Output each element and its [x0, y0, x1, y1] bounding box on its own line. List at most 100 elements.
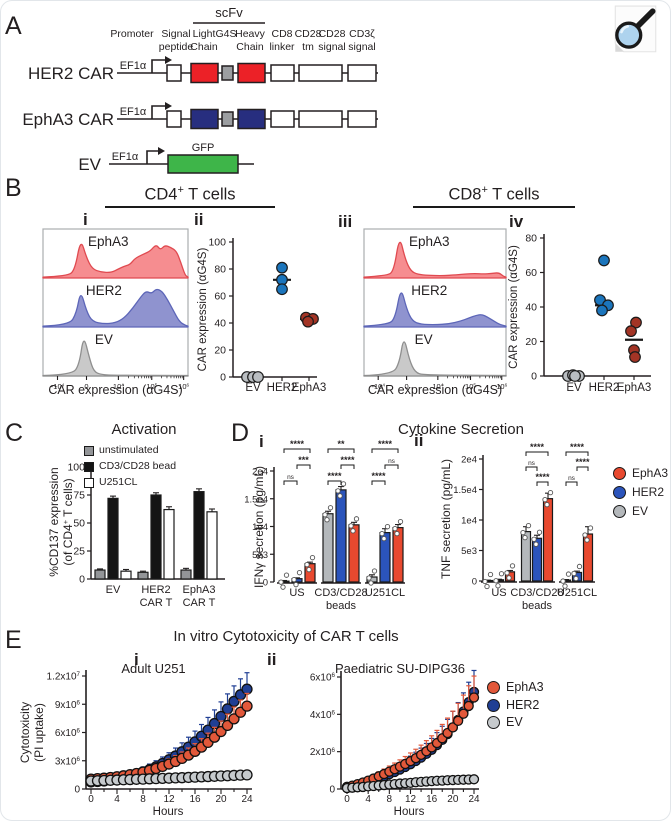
svg-text:80: 80	[214, 264, 226, 276]
svg-text:US: US	[289, 587, 304, 599]
svg-text:Promoter: Promoter	[110, 28, 154, 40]
numeral-d-ii: ii	[414, 431, 424, 450]
svg-text:ns: ns	[287, 474, 295, 481]
svg-text:EphA3 CAR: EphA3 CAR	[22, 110, 114, 129]
legend-label: unstimulated	[99, 444, 159, 456]
svg-text:104: 104	[113, 382, 124, 391]
numeral-b-iv: iv	[509, 212, 524, 231]
svg-text:100: 100	[208, 237, 226, 249]
svg-text:CD3ζ: CD3ζ	[349, 28, 375, 40]
svg-text:****: ****	[327, 471, 342, 481]
svg-text:CD3/CD28: CD3/CD28	[510, 587, 563, 599]
legend-label: EV	[632, 504, 649, 519]
svg-text:CAR T: CAR T	[183, 597, 216, 609]
svg-text:scFv: scFv	[215, 5, 243, 20]
svg-text:****: ****	[535, 472, 550, 482]
svg-text:CAR expression (αG4S): CAR expression (αG4S)	[508, 245, 520, 369]
svg-text:-104: -104	[51, 382, 65, 391]
svg-text:***: ***	[298, 455, 309, 465]
numeral-b-iii: iii	[338, 212, 353, 231]
curves_u251: 0 3x106 6x106 9x106 1.2x107 0 4 8 12 16 20 24 Hours C…	[18, 670, 253, 818]
cd8-header-base: CD8	[448, 185, 482, 204]
her2-swatch	[613, 486, 626, 499]
svg-text:ns: ns	[388, 458, 396, 465]
svg-text:EphA3: EphA3	[292, 382, 327, 394]
legend-label: EphA3	[506, 680, 544, 694]
svg-text:1.5e4: 1.5e4	[244, 494, 268, 505]
svg-text:HER2: HER2	[411, 283, 447, 298]
svg-text:0: 0	[88, 794, 94, 805]
svg-text:0: 0	[531, 371, 537, 383]
cytokine-secretion-title: Cytokine Secretion	[398, 421, 524, 438]
svg-text:3x106: 3x106	[55, 756, 81, 767]
svg-text:****: ****	[340, 455, 355, 465]
svg-text:signal: signal	[348, 41, 375, 53]
cytokine-legend: EphA3 HER2 EV	[613, 467, 668, 524]
cd4-header-base: CD4	[144, 185, 178, 204]
svg-text:20: 20	[214, 345, 226, 357]
svg-text:U251CL: U251CL	[365, 587, 405, 599]
panel-letter-e: E	[5, 626, 22, 654]
svg-text:5e3: 5e3	[252, 550, 268, 561]
svg-text:2e4: 2e4	[461, 455, 477, 466]
svg-text:CAR T: CAR T	[140, 597, 173, 609]
cd4-header-sup: +	[177, 184, 184, 196]
svg-text:1.5e4: 1.5e4	[453, 485, 477, 496]
legend-item-ev: EV	[487, 715, 544, 730]
svg-text:0: 0	[263, 578, 268, 589]
svg-text:1.2x107: 1.2x107	[47, 671, 81, 682]
svg-text:4: 4	[365, 794, 371, 805]
legend-label: U251CL	[99, 476, 138, 489]
svg-text:2e4: 2e4	[252, 467, 268, 478]
u251cl-swatch	[84, 477, 94, 488]
svg-text:80: 80	[525, 233, 537, 245]
svg-text:Signal: Signal	[161, 28, 190, 40]
svg-text:25: 25	[73, 546, 85, 558]
panel-letter-a: A	[5, 12, 22, 40]
legend-label: HER2	[506, 697, 540, 712]
adult-u251-title: Adult U251	[121, 661, 186, 676]
svg-text:****: ****	[530, 442, 545, 452]
svg-text:60: 60	[525, 267, 537, 279]
legend-item-cd3cd28-bead: CD3/CD28 bead	[84, 460, 177, 473]
svg-text:CAR expression (αG4S): CAR expression (αG4S)	[368, 383, 502, 397]
magnifier-zoom-icon[interactable]	[608, 4, 662, 58]
svg-text:****: ****	[570, 442, 585, 452]
svg-text:0: 0	[84, 382, 88, 391]
svg-text:40: 40	[214, 318, 226, 330]
svg-text:24: 24	[468, 794, 480, 805]
svg-text:TNF secretion (pg/mL): TNF secretion (pg/mL)	[439, 459, 453, 579]
svg-text:105: 105	[146, 382, 157, 391]
svg-text:CD8: CD8	[271, 28, 292, 40]
epha3-swatch	[487, 681, 500, 695]
svg-text:%CD137 expression: %CD137 expression	[47, 467, 61, 576]
curves_dipg: 0 2x106 4x106 6x106 0 4 8 12 16 20 24 Hours	[310, 669, 480, 818]
cytotoxicity-legend: EphA3 HER2 EV	[487, 680, 544, 734]
svg-text:EV: EV	[566, 382, 582, 394]
svg-text:EF1α: EF1α	[120, 60, 147, 72]
svg-text:12: 12	[405, 794, 417, 805]
svg-text:beads: beads	[326, 600, 356, 612]
svg-text:104: 104	[432, 382, 443, 391]
svg-text:EV: EV	[245, 382, 261, 394]
svg-text:IFNγ secretion (pg/mL): IFNγ secretion (pg/mL)	[252, 466, 266, 588]
svg-text:0: 0	[472, 577, 477, 588]
legend-label: EV	[506, 715, 523, 730]
panel-letter-c: C	[5, 419, 24, 447]
svg-text:Light: Light	[193, 28, 216, 40]
svg-text:1e4: 1e4	[461, 516, 477, 527]
svg-text:ns: ns	[568, 475, 576, 482]
panel-letter-b: B	[5, 174, 22, 202]
epha3-swatch	[613, 467, 626, 480]
numeral-e-i: i	[134, 650, 139, 669]
ev-swatch	[487, 716, 500, 730]
svg-text:4: 4	[114, 794, 120, 805]
legend-label: CD3/CD28 bead	[99, 460, 177, 473]
svg-text:Chain: Chain	[236, 41, 264, 53]
svg-text:40: 40	[525, 302, 537, 314]
